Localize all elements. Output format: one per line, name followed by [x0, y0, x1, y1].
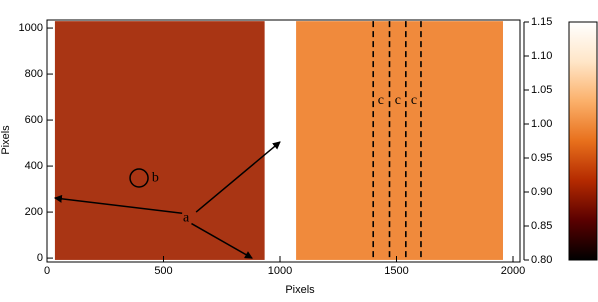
y-tick-label: 200 [25, 206, 43, 218]
annotation: c [395, 93, 401, 108]
y-axis-label: Pixels [0, 125, 12, 155]
arrow [191, 222, 253, 259]
plot-frame [46, 19, 521, 263]
x-axis-label: Pixels [285, 284, 315, 296]
annotation: c [378, 93, 384, 108]
y-tick-label: 1000 [19, 22, 43, 34]
image-panel [296, 21, 503, 260]
x-tick-label: 500 [154, 265, 172, 277]
y-tick-label: 800 [25, 68, 43, 80]
colorbar-tick-label: 1.00 [531, 118, 552, 130]
annotation: b [152, 170, 159, 185]
colorbar-tick-label: 1.10 [531, 50, 552, 62]
arrow [53, 194, 183, 214]
colorbar-tick-label: 1.05 [531, 84, 552, 96]
x-tick-label: 1000 [268, 265, 292, 277]
colorbar-tick-label: 0.85 [531, 220, 552, 232]
y-tick-label: 0 [37, 252, 43, 264]
y-tick-label: 400 [25, 160, 43, 172]
y-tick-label: 600 [25, 114, 43, 126]
colorbar-tick-label: 0.90 [531, 186, 552, 198]
arrow [195, 141, 281, 213]
annotation: a [183, 210, 190, 225]
x-tick-label: 1500 [384, 265, 408, 277]
x-tick-label: 2000 [501, 265, 525, 277]
annotation: c [411, 93, 417, 108]
colorbar-tick-label: 0.95 [531, 152, 552, 164]
colorbar [568, 21, 598, 261]
colorbar-tick-label: 0.80 [531, 254, 552, 266]
colorbar-tick-label: 1.15 [531, 16, 552, 28]
highlight-circle [129, 168, 149, 188]
image-panel [54, 21, 265, 260]
x-tick-label: 0 [44, 265, 50, 277]
